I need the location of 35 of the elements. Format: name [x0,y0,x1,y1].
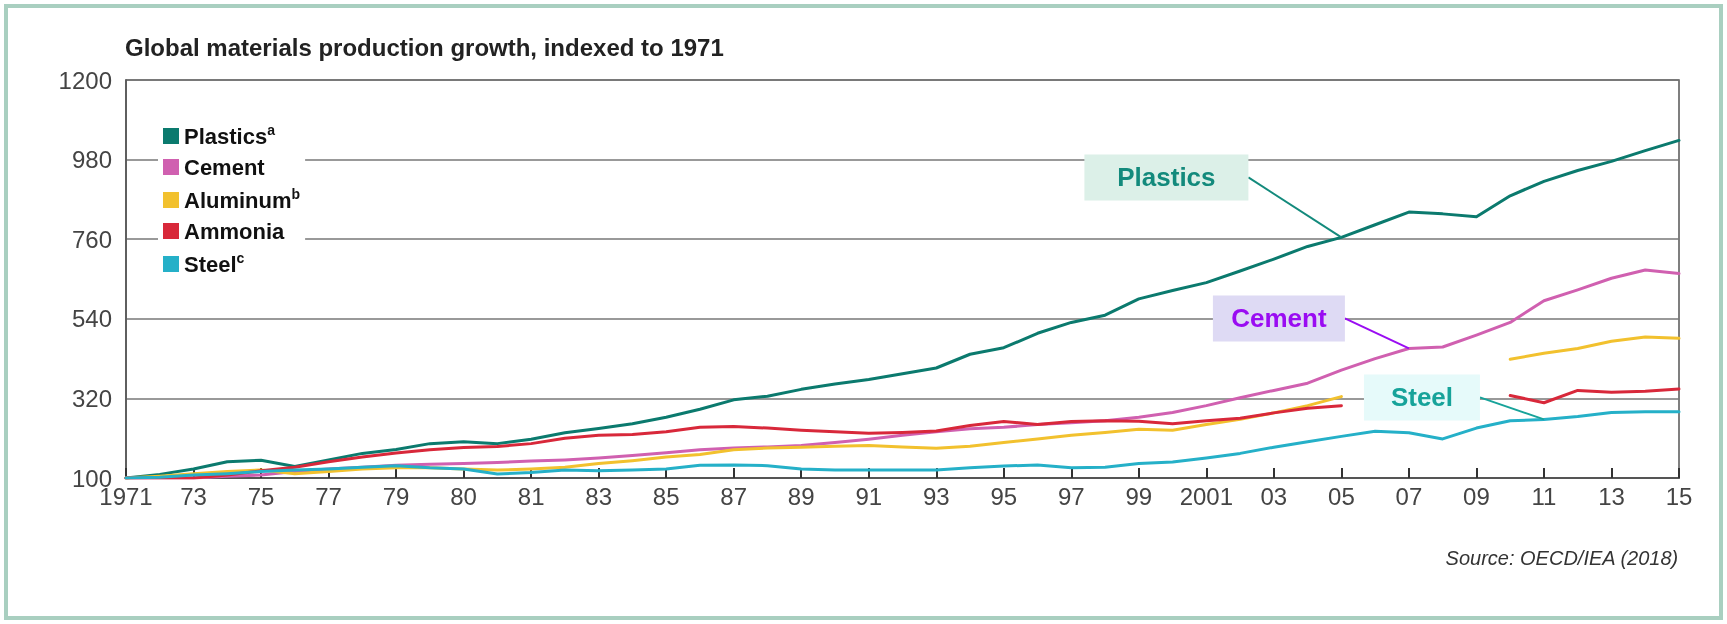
x-tick-label: 80 [450,482,477,510]
x-tick-label: 2001 [1179,482,1234,510]
x-tick-label: 85 [652,482,680,510]
x-tick-label: 13 [1598,482,1625,510]
y-tick-label: 540 [71,305,112,333]
x-tick-label: 99 [1125,482,1153,510]
x-tick-label: 15 [1665,482,1693,510]
legend-label: Cement [184,154,266,180]
x-tick-label: 81 [517,482,545,510]
x-tick-label: 79 [382,482,410,510]
x-tick-label: 07 [1395,482,1423,510]
y-tick-label: 1200 [58,66,112,94]
source-note: Source: OECD/IEA (2018) [1445,547,1679,569]
annotation: Steel [1390,382,1454,413]
annotation: Plastics [1117,162,1216,193]
x-tick-label: 97 [1057,482,1085,510]
y-tick-label: 320 [71,384,112,412]
x-tick-label: 05 [1328,482,1355,510]
x-tick-label: 93 [922,482,950,510]
x-tick-label: 73 [180,482,207,510]
x-tick-label: 11 [1531,482,1557,510]
x-tick-label: 91 [855,482,883,510]
x-tick-label: 75 [247,482,275,510]
x-tick-label: 95 [990,482,1018,510]
x-tick-label: 83 [585,482,612,510]
annotation: Cement [1231,303,1327,334]
x-tick-label: 77 [315,482,342,510]
x-tick-label: 89 [787,482,815,510]
x-tick-label: 87 [720,482,748,510]
y-tick-label: 980 [71,146,112,174]
chart-title: Global materials production growth, indexed to 1971 [125,33,724,61]
y-tick-label: 760 [71,225,112,253]
x-tick-label: 03 [1260,482,1288,510]
legend-label: Ammonia [184,218,285,244]
x-tick-label: 09 [1463,482,1490,510]
